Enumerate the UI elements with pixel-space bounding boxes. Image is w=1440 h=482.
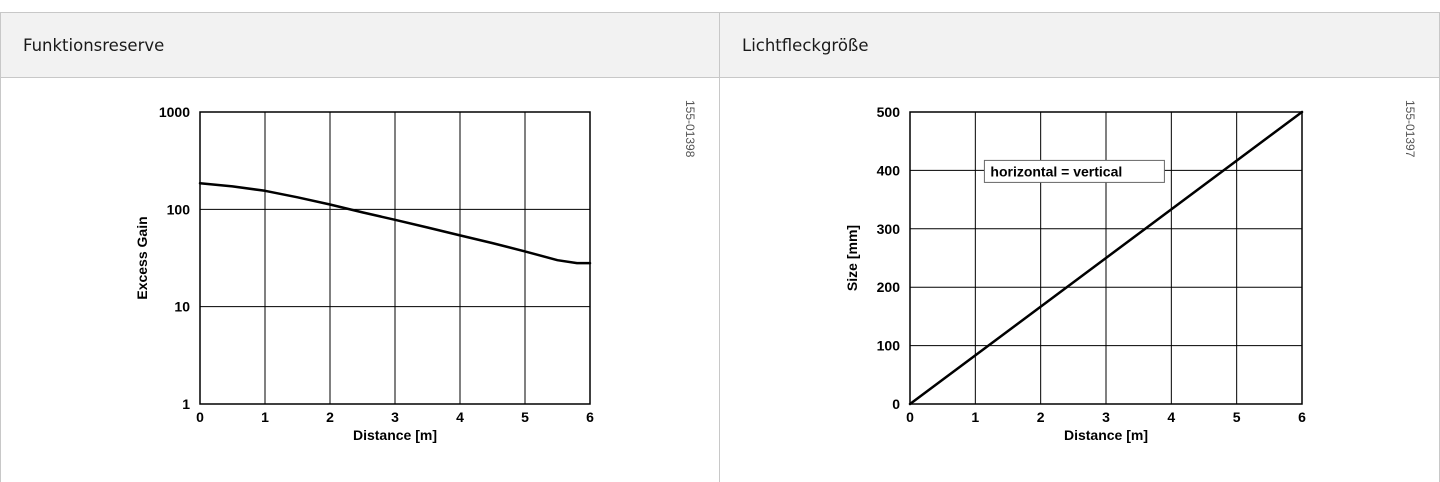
spot-size-chart: 0 1 2 3 4 5 6 0 100 200 300 400 500 Distance [m] Size …: [844, 104, 1306, 443]
y-axis-label: Size [mm]: [844, 225, 860, 291]
x-tick-label: 0: [196, 409, 204, 425]
y-tick-label: 1: [182, 396, 190, 412]
x-tick-label: 6: [586, 409, 594, 425]
x-tick-label: 3: [391, 409, 399, 425]
x-tick-label: 2: [326, 409, 334, 425]
y-tick-label: 0: [892, 396, 900, 412]
x-tick-label: 5: [521, 409, 529, 425]
plot-frame: [199, 111, 591, 405]
y-tick-label: 100: [877, 338, 901, 354]
y-axis-label: Excess Gain: [134, 216, 150, 299]
x-tick-label: 0: [906, 409, 914, 425]
x-tick-label: 4: [1167, 409, 1175, 425]
panel-header-right: Lichtfleckgröße: [720, 13, 1439, 77]
series-line: [908, 110, 1304, 406]
y-tick-label: 200: [877, 279, 901, 295]
x-tick-label: 2: [1037, 409, 1045, 425]
annotation-box: [983, 159, 1165, 183]
x-tick-label: 1: [261, 409, 269, 425]
y-tick-label: 1000: [159, 104, 190, 120]
panel-header-left: Funktionsreserve: [1, 13, 719, 77]
figure-code: 155-01398: [683, 100, 697, 158]
series-line: [198, 182, 592, 265]
figure-code: 155-01397: [1403, 100, 1417, 158]
x-axis-label: Distance [m]: [353, 427, 437, 443]
y-tick-label: 400: [877, 162, 901, 178]
x-tick-label: 6: [1298, 409, 1306, 425]
y-tick-label: 300: [877, 221, 901, 237]
annotation: horizontal = vertical: [983, 159, 1165, 183]
panel-title: Funktionsreserve: [23, 35, 165, 55]
x-tick-label: 5: [1233, 409, 1241, 425]
panel-title: Lichtfleckgröße: [742, 35, 869, 55]
x-tick-label: 3: [1102, 409, 1110, 425]
x-tick-label: 1: [971, 409, 979, 425]
y-tick-label: 100: [167, 201, 191, 217]
x-axis-label: Distance [m]: [1064, 427, 1148, 443]
table-header-border: [0, 77, 1440, 78]
table-top-border: [0, 12, 1440, 13]
annotation-text: horizontal = vertical: [990, 163, 1122, 179]
y-tick-label: 10: [174, 299, 190, 315]
x-tick-label: 4: [456, 409, 464, 425]
y-tick-label: 500: [877, 104, 901, 120]
table-left-border: [0, 12, 1, 482]
table-middle-border: [719, 12, 720, 482]
plot-frame: [909, 111, 1303, 405]
